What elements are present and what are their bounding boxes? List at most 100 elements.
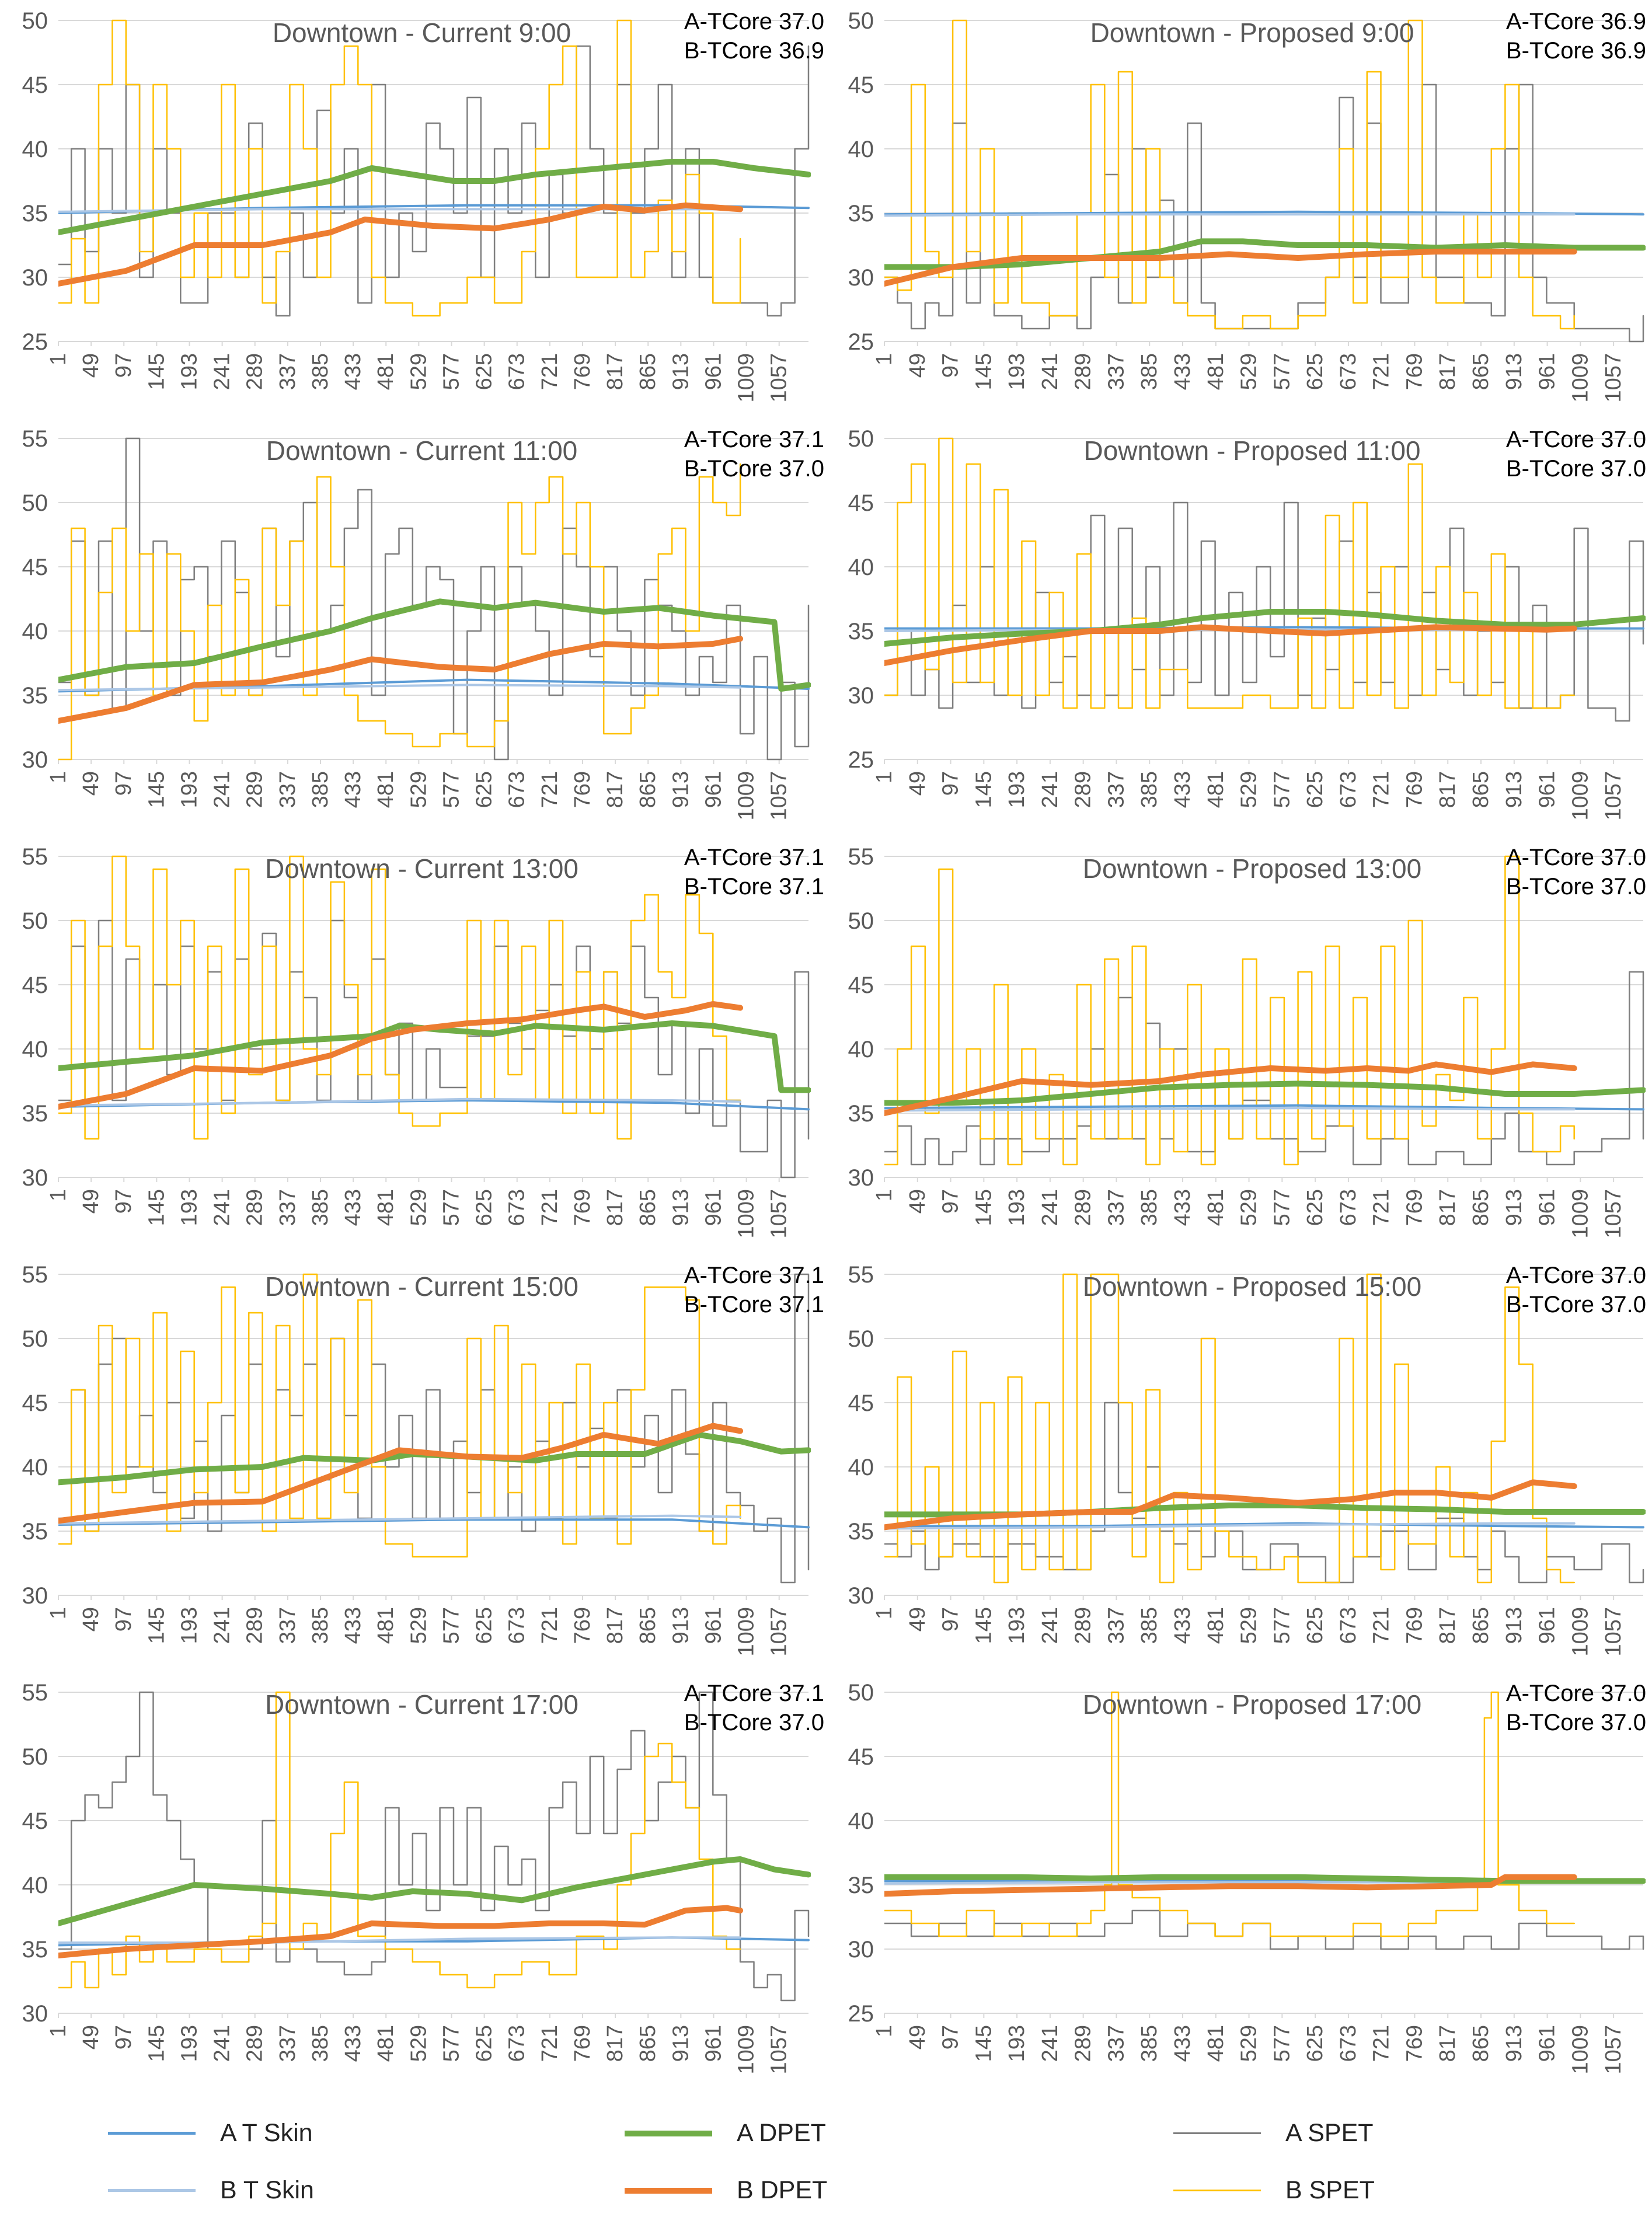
y-tick-label: 45 xyxy=(848,490,874,516)
x-tick-label: 241 xyxy=(210,1189,235,1226)
x-tick-label: 817 xyxy=(603,1189,628,1226)
y-tick-label: 35 xyxy=(22,1101,48,1127)
x-tick-label: 529 xyxy=(1237,771,1261,808)
series-line-a-dpet xyxy=(884,1080,1646,1106)
x-tick-label: 433 xyxy=(341,353,365,390)
series-line-a-tskin xyxy=(884,1522,1644,1529)
series-line-b-spet xyxy=(884,437,1575,709)
y-tick-label: 30 xyxy=(848,265,874,291)
x-tick-label: 913 xyxy=(668,2025,693,2062)
x-tick-label: 721 xyxy=(1369,1189,1394,1226)
x-tick-label: 625 xyxy=(472,771,497,808)
x-tick-label: 385 xyxy=(1137,1189,1162,1226)
x-tick-label: 961 xyxy=(701,2025,726,2062)
legend-item-a-spet: A SPET xyxy=(1173,2119,1374,2148)
x-tick-label: 193 xyxy=(177,2025,201,2062)
x-tick-label: 241 xyxy=(1038,2025,1062,2062)
y-tick-label: 40 xyxy=(22,1455,48,1480)
x-tick-label: 673 xyxy=(505,771,529,808)
series-line-a-spet xyxy=(884,1402,1644,1584)
x-tick-label: 817 xyxy=(603,771,628,808)
x-tick-label: 913 xyxy=(668,1189,693,1226)
x-tick-label: 193 xyxy=(1005,771,1029,808)
x-tick-label: 193 xyxy=(177,771,201,808)
series-line-b-tskin xyxy=(884,1522,1576,1530)
tcore-label: A-TCore 37.1 xyxy=(684,1681,824,1706)
x-tick-label: 625 xyxy=(1303,2025,1327,2062)
series-line-b-tskin xyxy=(58,684,742,692)
legend-item-a-dpet: A DPET xyxy=(625,2119,826,2148)
x-tick-label: 433 xyxy=(1170,2025,1195,2062)
legend-label-b-tskin: B T Skin xyxy=(220,2176,314,2204)
series-line-a-dpet xyxy=(884,609,1646,647)
chart-panel-4: 25 30 35 40 45 50 1 49 97 145 193 241 289 337 385 433 48… xyxy=(848,426,1647,821)
x-tick-label: 529 xyxy=(1237,1607,1261,1644)
x-tick-label: 145 xyxy=(971,353,996,390)
legend-item-a-tskin: A T Skin xyxy=(108,2119,313,2148)
x-tick-label: 913 xyxy=(1502,353,1526,390)
x-tick-label: 577 xyxy=(439,1189,463,1226)
x-tick-label: 481 xyxy=(374,1607,398,1644)
chart-panel-10: 25 30 35 40 45 50 1 49 97 145 193 241 289 337 385 433 48… xyxy=(848,1680,1647,2075)
series-line-a-dpet xyxy=(884,238,1646,270)
x-tick-label: 913 xyxy=(668,1607,693,1644)
x-tick-label: 49 xyxy=(79,1189,103,1214)
chart-title: Downtown - Current 9:00 xyxy=(273,18,571,48)
series-line-a-spet xyxy=(58,1691,810,2002)
x-tick-label: 145 xyxy=(971,1607,996,1644)
x-tick-label: 577 xyxy=(1270,1607,1294,1644)
x-tick-label: 961 xyxy=(701,1189,726,1226)
x-tick-label: 865 xyxy=(1469,771,1493,808)
y-tick-label: 40 xyxy=(22,1873,48,1898)
y-tick-label: 55 xyxy=(22,426,48,452)
x-tick-label: 1009 xyxy=(734,1607,759,1657)
x-tick-label: 529 xyxy=(1237,353,1261,390)
x-tick-label: 817 xyxy=(1435,353,1460,390)
x-tick-label: 1 xyxy=(872,771,897,783)
x-tick-label: 193 xyxy=(1005,1607,1029,1644)
series-line-a-dpet xyxy=(58,1856,811,1926)
x-tick-label: 145 xyxy=(971,2025,996,2062)
series-line-b-dpet xyxy=(58,1423,744,1524)
series-line-a-spet xyxy=(884,83,1644,343)
series-line-a-dpet xyxy=(884,1874,1646,1884)
legend-swatch-b-tskin xyxy=(108,2189,196,2192)
series-line-b-tskin xyxy=(58,1097,742,1107)
legend-item-b-spet: B SPET xyxy=(1173,2176,1375,2205)
legend-swatch-b-spet xyxy=(1173,2190,1261,2191)
chart-title: Downtown - Proposed 9:00 xyxy=(1090,18,1414,48)
x-tick-label: 145 xyxy=(144,771,169,808)
chart-panel-9: 30 35 40 45 50 55 1 49 97 145 193 241 289 337 385 433 48… xyxy=(22,1680,825,2075)
x-tick-label: 337 xyxy=(1104,1607,1128,1644)
x-tick-label: 1057 xyxy=(767,353,792,403)
x-tick-label: 433 xyxy=(1170,771,1195,808)
x-tick-label: 961 xyxy=(701,1607,726,1644)
series-line-b-spet xyxy=(884,1691,1575,1937)
x-tick-label: 49 xyxy=(905,353,930,378)
series-line-b-dpet xyxy=(884,624,1577,666)
y-tick-label: 30 xyxy=(22,2001,48,2027)
x-tick-label: 193 xyxy=(1005,353,1029,390)
x-tick-label: 97 xyxy=(111,2025,136,2049)
series-line-b-spet xyxy=(58,855,741,1140)
y-tick-label: 40 xyxy=(848,555,874,580)
x-tick-label: 865 xyxy=(636,1189,660,1226)
y-tick-label: 35 xyxy=(848,1519,874,1545)
x-tick-label: 1057 xyxy=(767,1189,792,1239)
series-line-b-dpet xyxy=(58,1905,744,1958)
y-tick-label: 55 xyxy=(22,844,48,870)
x-tick-label: 673 xyxy=(505,353,529,390)
x-tick-label: 625 xyxy=(472,2025,497,2062)
x-tick-label: 529 xyxy=(406,771,431,808)
x-tick-label: 865 xyxy=(636,771,660,808)
y-tick-label: 35 xyxy=(22,201,48,226)
x-tick-label: 241 xyxy=(210,771,235,808)
x-tick-label: 481 xyxy=(1204,1189,1228,1226)
x-tick-label: 673 xyxy=(1336,1607,1361,1644)
x-tick-label: 673 xyxy=(505,2025,529,2062)
tcore-label: B-TCore 37.0 xyxy=(684,1710,824,1735)
x-tick-label: 721 xyxy=(538,1189,562,1226)
x-tick-label: 721 xyxy=(538,1607,562,1644)
tcore-label: B-TCore 37.0 xyxy=(684,456,824,482)
x-tick-label: 289 xyxy=(243,1189,267,1226)
